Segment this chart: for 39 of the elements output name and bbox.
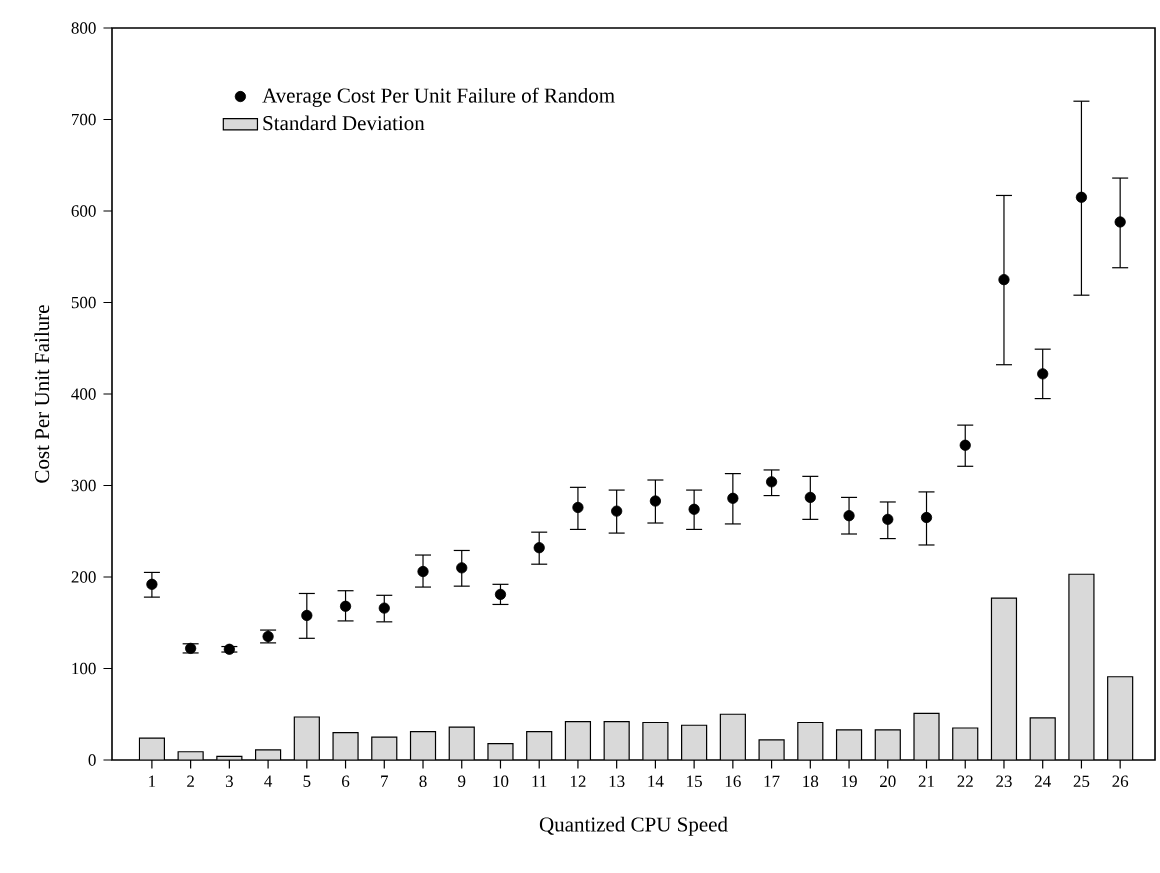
x-axis-title: Quantized CPU Speed [539, 816, 728, 836]
x-tick-label: 4 [264, 775, 273, 787]
y-tick-label: 600 [71, 205, 96, 217]
x-tick-label: 12 [570, 775, 586, 787]
x-tick-label: 3 [225, 775, 233, 788]
x-tick-label: 1 [149, 775, 156, 787]
x-tick-label: 21 [918, 775, 934, 787]
x-tick-label: 2 [187, 775, 194, 787]
y-tick-label: 700 [72, 113, 96, 126]
x-tick-label: 25 [1073, 775, 1090, 788]
x-tick-label: 16 [725, 775, 741, 788]
x-tick-label: 8 [419, 775, 427, 788]
x-tick-label: 17 [764, 775, 780, 787]
legend-label: Standard Deviation [263, 115, 425, 131]
y-tick-label: 500 [71, 296, 96, 309]
x-tick-label: 26 [1112, 775, 1129, 788]
x-tick-label: 18 [803, 775, 819, 788]
x-tick-label: 10 [493, 775, 509, 788]
x-tick-label: 15 [687, 775, 702, 787]
x-tick-label: 13 [609, 775, 625, 788]
x-tick-label: 24 [1034, 775, 1051, 787]
y-tick-label: 200 [71, 571, 96, 583]
y-axis-title: Cost Per Unit Failure [34, 305, 50, 483]
x-tick-label: 7 [381, 775, 389, 787]
x-tick-label: 23 [996, 775, 1012, 788]
x-tick-label: 20 [880, 775, 896, 788]
x-tick-label: 6 [342, 775, 350, 788]
x-tick-label: 19 [842, 775, 857, 788]
y-tick-label: 100 [72, 662, 96, 675]
y-tick-label: 300 [71, 479, 96, 492]
legend-label: Average Cost Per Unit Failure of Random [262, 87, 615, 107]
x-tick-label: 9 [458, 775, 466, 788]
x-tick-label: 14 [648, 775, 664, 787]
x-tick-label: 11 [532, 775, 547, 787]
x-tick-label: 5 [303, 775, 311, 787]
y-tick-label: 0 [88, 754, 96, 766]
y-tick-label: 800 [71, 22, 96, 34]
y-tick-label: 400 [71, 388, 96, 400]
x-tick-label: 22 [957, 775, 973, 787]
